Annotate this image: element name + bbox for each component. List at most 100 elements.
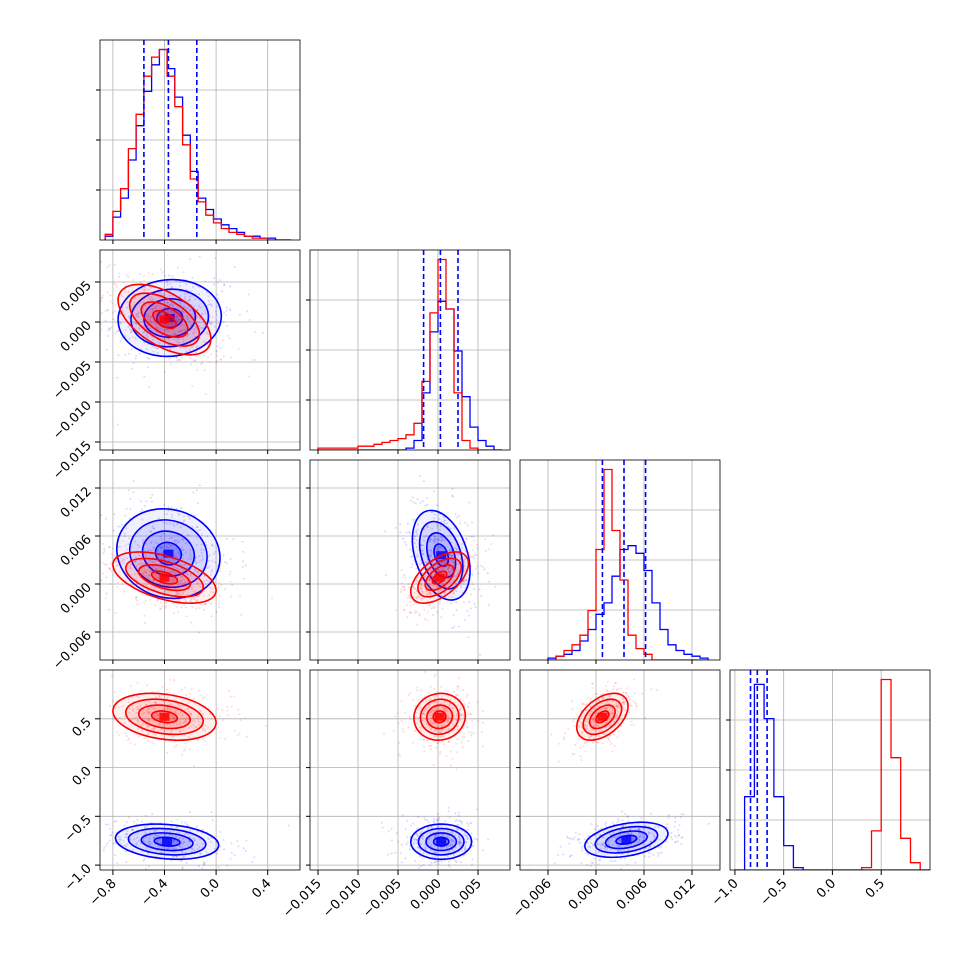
scatter-point-red: [135, 695, 138, 698]
scatter-point-red: [604, 733, 607, 736]
scatter-point-blue: [424, 535, 427, 538]
scatter-point-blue: [480, 595, 483, 598]
scatter-point-blue: [176, 841, 178, 843]
scatter-point-red: [184, 720, 187, 723]
scatter-point-red: [168, 584, 171, 587]
scatter-point-blue: [139, 842, 142, 845]
scatter-point-blue: [447, 810, 450, 813]
scatter-point-blue: [151, 308, 154, 311]
scatter-point-blue: [261, 331, 264, 334]
scatter-point-red: [184, 311, 187, 314]
scatter-point-blue: [116, 525, 119, 528]
scatter-point-red: [187, 718, 190, 721]
scatter-point-red: [397, 753, 400, 755]
scatter-point-red: [95, 308, 97, 310]
scatter-point-blue: [449, 528, 452, 530]
scatter-point-blue: [148, 834, 151, 837]
scatter-point-red: [176, 597, 179, 600]
scatter-point-red: [105, 597, 107, 600]
scatter-point-blue: [433, 539, 436, 542]
scatter-point-red: [118, 272, 121, 275]
scatter-point-red: [563, 732, 566, 735]
scatter-point-red: [462, 688, 465, 691]
scatter-point-red: [137, 727, 140, 730]
scatter-point-blue: [192, 305, 195, 308]
scatter-point-red: [136, 681, 139, 684]
scatter-point-red: [461, 571, 464, 574]
scatter-point-red: [430, 744, 433, 747]
scatter-point-red: [199, 710, 202, 713]
scatter-point-blue: [188, 836, 191, 838]
scatter-point-red: [591, 710, 594, 713]
scatter-point-blue: [209, 840, 212, 843]
scatter-point-blue: [136, 316, 139, 319]
scatter-point-red: [419, 583, 422, 585]
scatter-point-red: [108, 568, 111, 571]
scatter-point-blue: [145, 832, 148, 835]
scatter-point-blue: [427, 821, 430, 824]
scatter-point-red: [434, 694, 437, 697]
scatter-point-blue: [148, 840, 151, 843]
scatter-point-blue: [202, 861, 205, 864]
scatter-point-blue: [143, 375, 146, 378]
scatter-point-red: [157, 573, 160, 576]
scatter-point-red: [158, 723, 161, 725]
scatter-point-red: [165, 601, 168, 604]
scatter-point-red: [469, 713, 472, 715]
scatter-point-blue: [183, 855, 186, 858]
scatter-point-red: [171, 302, 174, 305]
scatter-point-blue: [121, 306, 124, 309]
scatter-point-red: [460, 741, 463, 744]
scatter-point-blue: [160, 538, 163, 541]
scatter-point-red: [119, 313, 122, 315]
scatter-point-red: [116, 731, 119, 734]
scatter-point-blue: [140, 510, 143, 513]
scatter-point-red: [415, 567, 418, 570]
scatter-point-blue: [407, 522, 409, 525]
scatter-point-blue: [452, 840, 455, 843]
scatter-point-red: [168, 296, 171, 299]
scatter-point-blue: [653, 834, 655, 837]
scatter-point-blue: [463, 847, 466, 850]
scatter-point-blue: [174, 847, 177, 850]
scatter-point-red: [135, 705, 138, 708]
scatter-point-red: [443, 700, 446, 703]
scatter-point-red: [156, 576, 159, 579]
scatter-point-blue: [570, 837, 573, 840]
scatter-point-blue: [110, 326, 113, 329]
scatter-point-blue: [476, 565, 479, 568]
scatter-point-blue: [174, 332, 177, 335]
scatter-point-blue: [619, 849, 622, 852]
scatter-point-red: [475, 543, 478, 546]
scatter-point-red: [397, 722, 400, 725]
scatter-point-red: [436, 729, 439, 732]
scatter-point-blue: [113, 513, 116, 516]
scatter-point-red: [440, 556, 443, 559]
scatter-point-blue: [221, 290, 224, 293]
scatter-point-blue: [419, 563, 421, 566]
scatter-point-blue: [201, 312, 204, 315]
scatter-point-blue: [116, 376, 119, 379]
scatter-point-red: [199, 317, 202, 320]
scatter-point-red: [164, 590, 167, 593]
scatter-point-blue: [562, 853, 565, 856]
scatter-point-blue: [457, 841, 460, 844]
scatter-point-red: [170, 731, 172, 734]
scatter-point-blue: [127, 326, 130, 328]
scatter-point-blue: [433, 538, 436, 541]
scatter-point-blue: [150, 841, 153, 844]
scatter-point-red: [580, 730, 583, 733]
scatter-point-red: [132, 292, 135, 295]
scatter-point-blue: [132, 491, 135, 494]
scatter-point-blue: [436, 818, 439, 821]
scatter-point-blue: [179, 284, 182, 287]
scatter-point-red: [146, 709, 148, 712]
scatter-point-red: [102, 294, 105, 297]
scatter-point-red: [251, 358, 254, 361]
scatter-point-red: [151, 579, 154, 582]
scatter-point-blue: [178, 837, 181, 840]
scatter-point-blue: [488, 580, 491, 583]
scatter-point-red: [167, 337, 170, 340]
scatter-point-blue: [199, 528, 202, 531]
scatter-point-red: [462, 699, 465, 702]
